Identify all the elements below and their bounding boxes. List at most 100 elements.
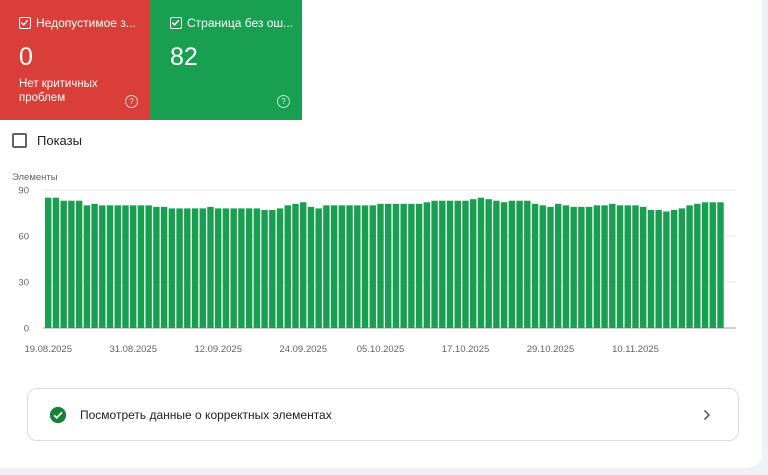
- chart-bar[interactable]: [354, 205, 361, 328]
- chart-bar[interactable]: [593, 205, 601, 328]
- chart-bar[interactable]: [477, 197, 485, 328]
- chart-bar[interactable]: [122, 205, 129, 328]
- impressions-toggle[interactable]: Показы: [12, 133, 82, 148]
- chart-bar[interactable]: [222, 208, 230, 328]
- chart-bar[interactable]: [632, 205, 639, 328]
- chart-bar[interactable]: [423, 202, 431, 328]
- chart-bar[interactable]: [153, 206, 160, 328]
- invalid-tile[interactable]: Недопустимое з... 0 Нет критичных пробле…: [0, 0, 150, 120]
- chart-bar[interactable]: [145, 205, 152, 328]
- valid-tile[interactable]: Страница без ош... 82 ?: [150, 0, 302, 120]
- chart-bar[interactable]: [160, 206, 168, 328]
- y-tick-label: 0: [24, 324, 29, 335]
- chart-bar[interactable]: [323, 205, 330, 328]
- chart-bar[interactable]: [493, 200, 500, 328]
- chart-bar[interactable]: [45, 197, 52, 328]
- chart-bar[interactable]: [60, 200, 67, 328]
- chart-bar[interactable]: [114, 205, 121, 328]
- chart-bar[interactable]: [524, 200, 531, 328]
- chart-bar[interactable]: [99, 205, 106, 328]
- chart-bar[interactable]: [315, 208, 322, 328]
- chart-bar[interactable]: [408, 203, 415, 328]
- chart-bar[interactable]: [269, 209, 276, 328]
- chart-bar[interactable]: [245, 208, 253, 328]
- chart-bar[interactable]: [361, 205, 369, 328]
- chart-bar[interactable]: [230, 208, 237, 328]
- chart-bar[interactable]: [199, 208, 206, 328]
- chart-bar[interactable]: [439, 200, 446, 328]
- chart-bar[interactable]: [91, 203, 98, 328]
- chart-bar[interactable]: [83, 205, 91, 328]
- chart-bar[interactable]: [462, 200, 469, 328]
- chart-bar[interactable]: [284, 205, 291, 328]
- chart-bar[interactable]: [647, 209, 655, 328]
- chart-bar[interactable]: [307, 206, 315, 328]
- chart-bar[interactable]: [184, 208, 191, 328]
- chart-bar[interactable]: [485, 199, 492, 328]
- chart-bar[interactable]: [207, 206, 214, 328]
- chart-bar[interactable]: [616, 205, 624, 328]
- help-icon[interactable]: ?: [277, 95, 290, 108]
- checkbox-checked-icon[interactable]: [170, 17, 182, 29]
- y-axis-title: Элементы: [12, 172, 58, 183]
- chart-bar[interactable]: [570, 206, 577, 328]
- chart-bar[interactable]: [531, 203, 539, 328]
- chart-bar[interactable]: [300, 202, 307, 328]
- chart-bar[interactable]: [369, 205, 376, 328]
- checkbox-checked-icon[interactable]: [19, 17, 31, 29]
- chart-bar[interactable]: [137, 205, 145, 328]
- chart-bar[interactable]: [68, 200, 75, 328]
- chart-bar[interactable]: [130, 205, 137, 328]
- chart-bar[interactable]: [392, 203, 400, 328]
- chart-bar[interactable]: [609, 203, 616, 328]
- help-icon[interactable]: ?: [125, 95, 138, 108]
- chart-bar[interactable]: [500, 202, 508, 328]
- chart-bar[interactable]: [431, 200, 438, 328]
- chart-bar[interactable]: [516, 200, 523, 328]
- chart-bar[interactable]: [276, 208, 284, 328]
- chart-bar[interactable]: [678, 208, 686, 328]
- chart-bar[interactable]: [717, 202, 724, 328]
- chart-bar[interactable]: [215, 208, 222, 328]
- chart-bar[interactable]: [686, 205, 693, 328]
- chart-bar[interactable]: [346, 205, 353, 328]
- chart-bar[interactable]: [261, 209, 268, 328]
- y-tick-label: 30: [18, 278, 29, 289]
- chart-bar[interactable]: [562, 205, 570, 328]
- checkbox-unchecked-icon[interactable]: [12, 133, 27, 148]
- chart-bar[interactable]: [454, 200, 461, 328]
- chart-bar[interactable]: [578, 206, 585, 328]
- chart-bar[interactable]: [330, 205, 338, 328]
- chart-bar[interactable]: [377, 203, 384, 328]
- chart-bar[interactable]: [385, 203, 392, 328]
- chart-bar[interactable]: [292, 203, 299, 328]
- chart-bar[interactable]: [415, 203, 423, 328]
- chart-bar[interactable]: [601, 205, 608, 328]
- chart-bar[interactable]: [709, 202, 716, 328]
- chart-bar[interactable]: [338, 205, 346, 328]
- chart-bar[interactable]: [446, 200, 454, 328]
- chart-bar[interactable]: [547, 206, 554, 328]
- chart-bar[interactable]: [400, 203, 407, 328]
- chart-bar[interactable]: [539, 205, 546, 328]
- chart-bar[interactable]: [655, 209, 662, 328]
- chart-bar[interactable]: [106, 205, 114, 328]
- chart-bar[interactable]: [176, 208, 183, 328]
- chart-bar[interactable]: [253, 208, 261, 328]
- chart-bar[interactable]: [508, 200, 516, 328]
- chart-bar[interactable]: [694, 203, 701, 328]
- chart-bar[interactable]: [701, 202, 709, 328]
- chart-bar[interactable]: [470, 199, 477, 328]
- chart-bar[interactable]: [640, 206, 647, 328]
- chart-bar[interactable]: [663, 211, 670, 328]
- chart-bar[interactable]: [238, 208, 245, 328]
- chart-bar[interactable]: [555, 203, 562, 328]
- view-valid-items-row[interactable]: Посмотреть данные о корректных элементах: [27, 388, 739, 441]
- chart-bar[interactable]: [670, 209, 678, 328]
- chart-bar[interactable]: [168, 208, 176, 328]
- chart-bar[interactable]: [585, 206, 593, 328]
- chart-bar[interactable]: [52, 197, 60, 328]
- chart-bar[interactable]: [75, 200, 83, 328]
- chart-bar[interactable]: [191, 208, 199, 328]
- chart-bar[interactable]: [624, 205, 631, 328]
